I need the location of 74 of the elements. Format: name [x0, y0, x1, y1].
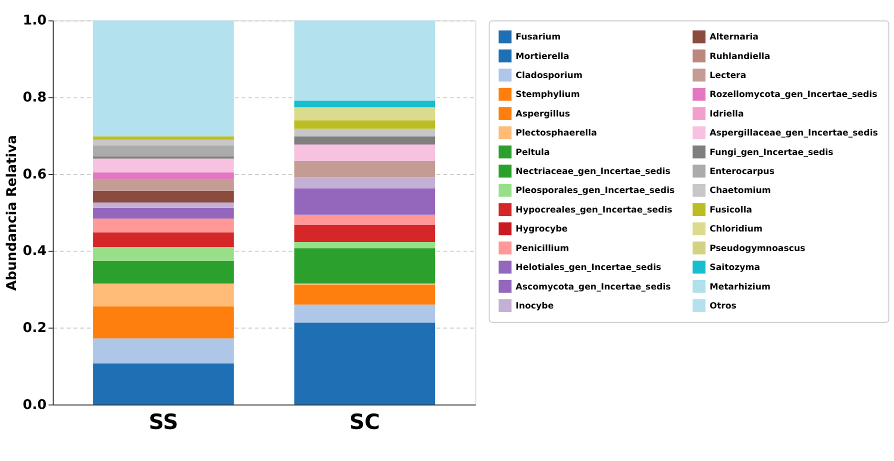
legend-label: Alternaria [710, 32, 759, 43]
bar [93, 247, 234, 261]
bar [93, 139, 234, 146]
bar [93, 306, 234, 338]
bar [93, 20, 234, 136]
legend-label: Inocybe [516, 301, 554, 312]
bar [294, 177, 436, 188]
bar [93, 338, 234, 364]
bar [294, 160, 436, 178]
legend-label: Ruhlandiella [710, 52, 770, 62]
y-tick-label: 0.4 [22, 244, 47, 260]
legend-label: Pleosporales_gen_Incertae_sedis [516, 186, 675, 196]
bar [93, 190, 234, 202]
legend-label: Pseudogymnoascus [710, 244, 806, 254]
bar [294, 100, 436, 108]
y-tick-label: 0.0 [22, 398, 47, 413]
bar [294, 20, 436, 101]
legend-label: Rozellomycota_gen_Incertae_sedis [710, 90, 878, 100]
bar [294, 136, 436, 144]
bar [93, 180, 234, 191]
y-tick-label: 0.8 [22, 90, 47, 106]
bar [294, 144, 436, 161]
legend-label: Idriella [710, 109, 744, 120]
legend-label: Chloridium [710, 224, 762, 235]
bar [93, 202, 234, 208]
legend-label: Enterocarpus [710, 167, 774, 178]
legend-label: Ascomycota_gen_Incertae_sedis [516, 282, 671, 292]
legend-label: Chaetomium [710, 186, 771, 196]
bar [294, 188, 436, 215]
bar [294, 120, 436, 129]
bar [294, 285, 436, 305]
bar [93, 232, 234, 248]
legend-label: Otros [710, 301, 736, 312]
bar [294, 214, 436, 225]
x-tick-label: SS [148, 408, 178, 434]
bar [294, 242, 436, 248]
legend-label: Penicillium [516, 244, 570, 254]
legend-label: Hypocreales_gen_Incertae_sedis [516, 205, 672, 216]
legend-label: Mortierella [516, 52, 570, 62]
legend-label: Fusarium [516, 32, 561, 43]
bar [294, 107, 436, 120]
bar [294, 322, 436, 404]
bar [93, 136, 234, 140]
legend-label: Hygrocybe [516, 224, 568, 235]
legend-label: Aspergillus [516, 109, 570, 120]
legend-label: Helotiales_gen_Incertae_sedis [516, 263, 662, 274]
bar [294, 224, 436, 242]
legend-label: Fusicolla [710, 205, 752, 216]
bar [93, 260, 234, 284]
bar [93, 218, 234, 232]
legend-label: Stemphylium [516, 90, 580, 100]
bar [294, 128, 436, 136]
y-tick-label: 1.0 [22, 14, 47, 29]
bar [93, 283, 234, 307]
legend-label: Lectera [710, 71, 746, 81]
y-tick-label: 0.6 [22, 167, 47, 182]
legend-label: Plectosphaerella [516, 128, 598, 139]
y-axis-title: Abundancia Relativa [5, 135, 20, 291]
bar [294, 248, 436, 284]
bar [294, 304, 436, 323]
legend-label: Fungi_gen_Incertae_sedis [710, 148, 834, 158]
legend-label: Nectriaceae_gen_Incertae_sedis [516, 167, 670, 178]
bar [93, 172, 234, 180]
bar [93, 363, 234, 404]
x-tick-label: SC [349, 408, 380, 434]
legend-label: Saitozyma [710, 263, 760, 274]
bar [93, 158, 234, 172]
legend-label: Aspergillaceae_gen_Incertae_sedis [710, 128, 878, 139]
bar [93, 208, 234, 219]
bar [93, 145, 234, 156]
legend-label: Cladosporium [516, 71, 582, 81]
legend-label: Peltula [516, 148, 550, 158]
y-tick-label: 0.2 [22, 320, 47, 336]
legend-label: Metarhizium [710, 282, 770, 292]
